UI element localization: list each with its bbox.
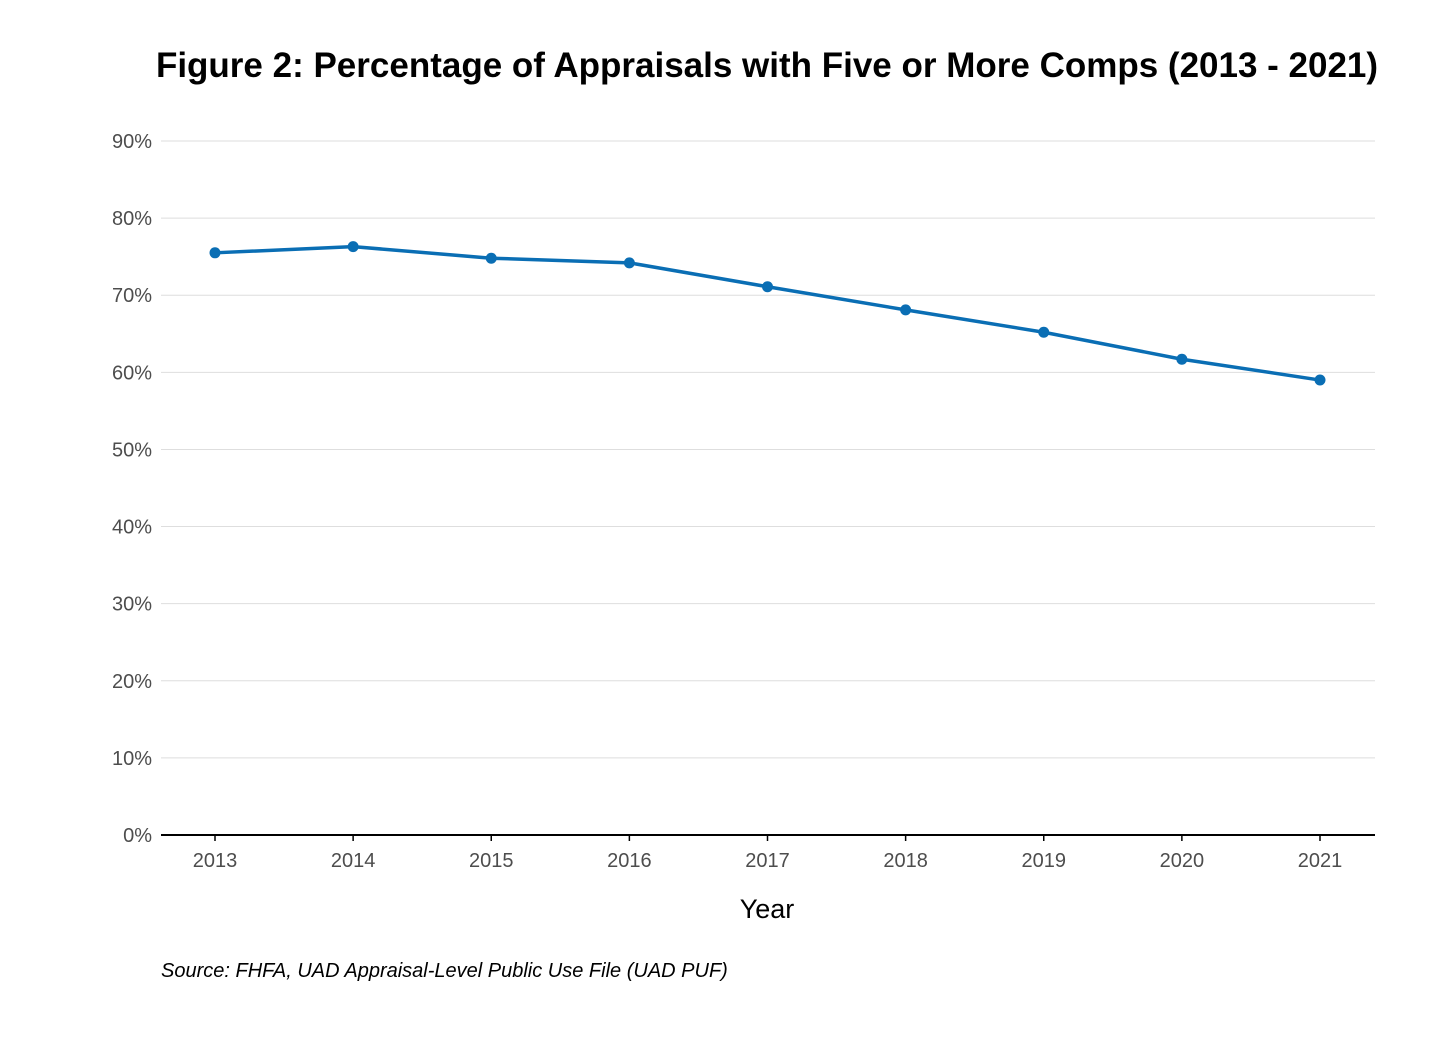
chart-title: Figure 2: Percentage of Appraisals with … <box>155 46 1379 85</box>
gridlines <box>161 140 1375 759</box>
y-tick-label: 20% <box>112 671 152 693</box>
y-tick-label: 30% <box>112 594 152 616</box>
x-axis-title: Year <box>740 894 795 924</box>
data-point <box>762 281 773 293</box>
data-point <box>1176 353 1188 365</box>
y-tick-label: 40% <box>112 517 152 539</box>
data-point <box>1314 374 1326 386</box>
x-tick-label: 2013 <box>193 850 238 872</box>
x-tick-label: 2018 <box>883 850 928 872</box>
x-tick-label: 2019 <box>1022 850 1067 872</box>
x-tick-label: 2017 <box>745 850 790 872</box>
data-point <box>209 247 221 259</box>
x-tick-label: 2020 <box>1160 850 1205 872</box>
y-tick-label: 70% <box>112 285 152 307</box>
x-tick-label: 2015 <box>469 850 514 872</box>
y-tick-label: 80% <box>112 208 152 230</box>
x-tick-label: 2021 <box>1298 850 1343 872</box>
x-axis-ticks: 2013 2014 2015 2016 2017 2018 2019 2020 2021 <box>193 835 1343 872</box>
data-point <box>623 257 635 269</box>
x-tick-label: 2016 <box>607 850 652 872</box>
series-line <box>213 244 1322 382</box>
y-axis-tick-labels: 0% 10% 20% 30% 40% 50% 60% 70% 80% 90% <box>112 131 152 847</box>
data-point <box>485 252 497 264</box>
data-point <box>347 241 359 253</box>
y-tick-label: 60% <box>112 362 152 384</box>
data-points <box>209 241 1326 386</box>
y-tick-label: 0% <box>123 825 152 847</box>
data-point <box>1038 326 1050 338</box>
y-tick-label: 90% <box>112 131 152 153</box>
y-tick-label: 50% <box>112 439 152 461</box>
source-note: Source: FHFA, UAD Appraisal-Level Public… <box>161 960 728 982</box>
data-point <box>900 304 912 316</box>
x-tick-label: 2014 <box>331 850 376 872</box>
y-tick-label: 10% <box>112 748 152 770</box>
